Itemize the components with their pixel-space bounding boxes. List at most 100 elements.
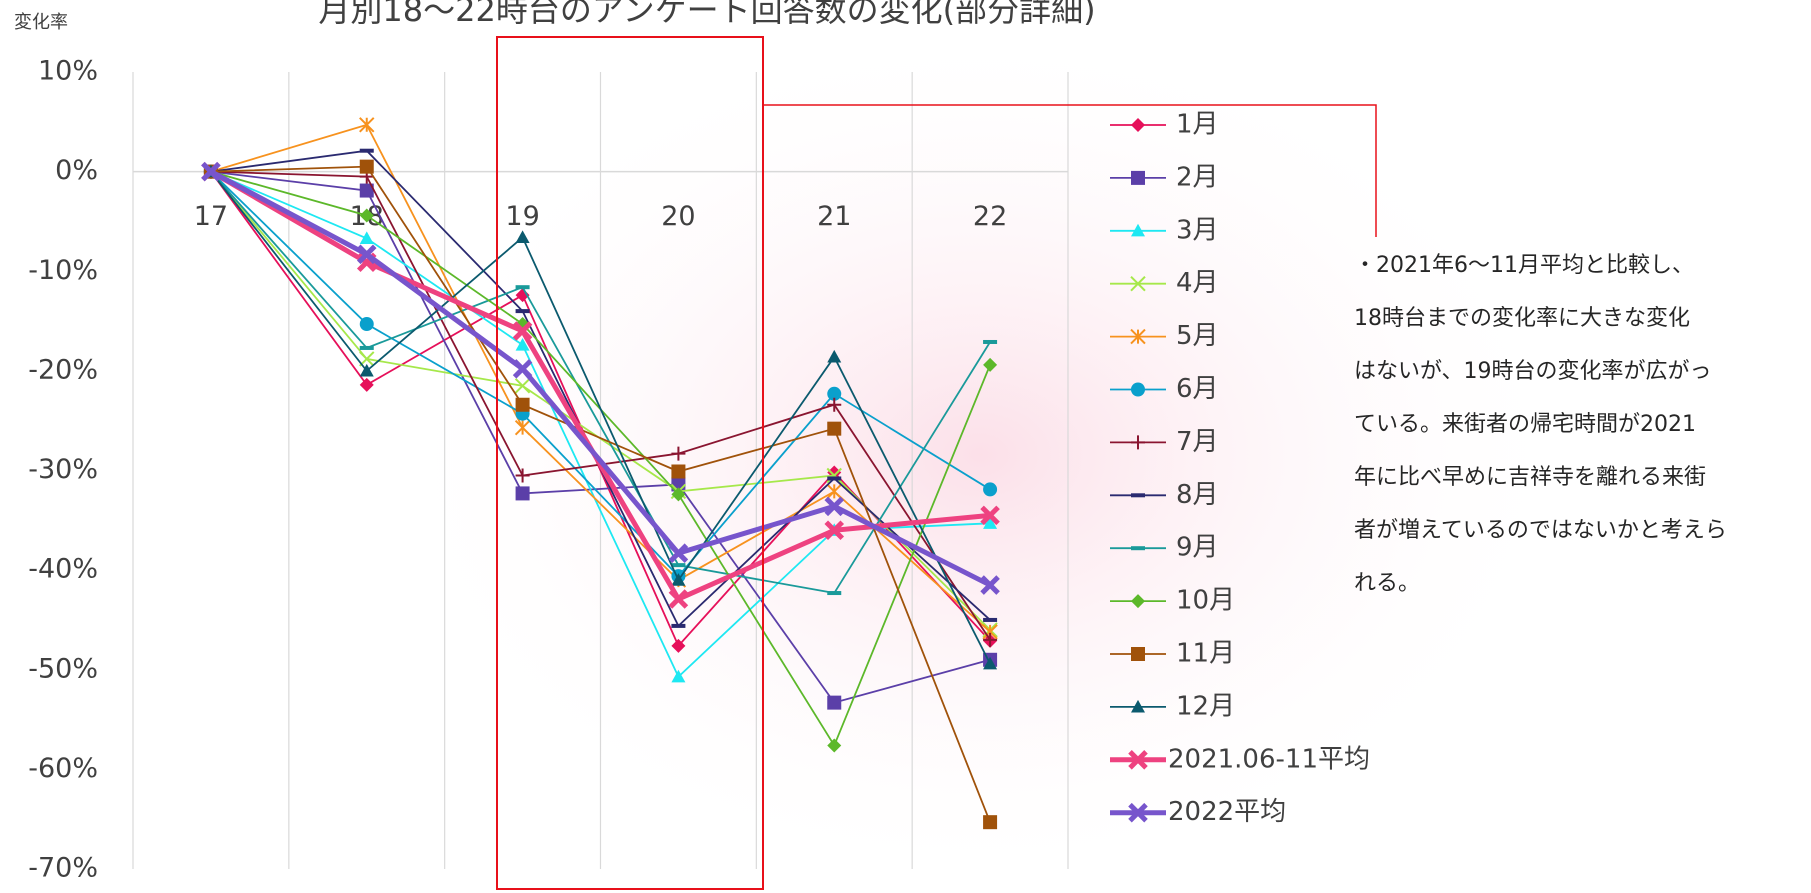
marker [983,617,998,622]
legend-label: 8月 [1176,480,1219,510]
legend-label: 10月 [1176,586,1235,616]
marker [1131,546,1145,551]
series-line [209,169,991,603]
legend-label: 9月 [1176,533,1219,563]
marker [827,421,842,436]
marker [359,183,374,198]
marker [1131,699,1145,713]
marker [827,349,842,363]
y-tick-label: -10% [28,255,98,286]
legend: 1月 2月 3月 4月 5月 6月 7月 8月 9月 10月 11月 12月 2021.06-11平均 2… [1110,110,1370,827]
callout-line [763,104,1377,237]
annotation-line: 年に比べ早めに吉祥寺を離れる来街 [1354,465,1706,490]
marker [515,309,530,314]
marker [1131,170,1145,185]
marker [1131,118,1145,132]
annotation-line: ている。来街者の帰宅時間が2021 [1354,412,1696,437]
y-tick-label: -60% [28,753,98,784]
chart-title: 月別18～22時台のアンケート回答数の変化(部分詳細) [318,0,1095,29]
legend-label: 5月 [1176,321,1219,351]
annotation-line: れる。 [1354,571,1420,596]
marker [826,483,842,500]
marker [827,386,842,401]
marker [359,231,374,244]
marker [515,468,530,483]
marker [671,669,686,683]
marker [356,244,377,265]
marker [671,446,686,461]
marker [1130,275,1146,292]
marker [827,695,842,710]
marker [671,464,686,479]
marker [671,623,686,628]
annotation-line: ・2021年6～11月平均と比較し、 [1354,253,1694,278]
marker [980,575,1000,595]
highlight-box [496,36,764,890]
marker [515,397,530,412]
marker [514,419,531,436]
legend-label: 3月 [1176,215,1219,245]
marker [512,359,533,379]
x-tick-label: 21 [817,201,851,232]
x-tick-label: 19 [505,201,539,232]
marker [1131,594,1145,609]
marker [1131,382,1145,397]
marker [983,357,998,372]
series [201,161,1000,595]
marker [980,505,1000,526]
plot: 10%0%-10%-20%-30%-40%-50%-60%-70%1718192… [28,56,1069,884]
marker [983,339,998,344]
marker [671,638,686,653]
marker [1128,802,1148,823]
marker [824,520,845,541]
marker [983,482,998,497]
marker [671,573,686,586]
marker [359,159,374,174]
marker [359,117,375,133]
series [203,164,998,670]
y-axis-label: 変化率 [14,12,68,33]
series-line [210,171,991,665]
marker [359,345,374,350]
y-tick-label: 10% [38,56,98,87]
marker [515,337,530,351]
marker [359,363,374,377]
series-line [210,170,991,704]
marker [983,632,998,647]
series-line [209,169,992,588]
marker [668,589,689,609]
y-tick-label: -20% [28,354,98,385]
marker [201,161,221,182]
legend-label: 4月 [1176,268,1219,298]
marker [827,591,842,596]
annotation: ・2021年6～11月平均と比較し、 18時台までの変化率に大きな変化はないが、1… [1354,253,1727,596]
marker [824,496,845,517]
marker [515,486,530,501]
marker [1131,493,1145,498]
annotation-line: 者が増えているのではないかと考えら [1354,518,1727,543]
marker [1131,647,1145,661]
series-line [210,165,991,823]
marker [515,285,530,290]
marker [359,208,374,223]
x-tick-label: 22 [973,201,1007,232]
x-tick-label: 20 [661,201,695,232]
y-tick-label: 0% [55,155,98,186]
series-line [210,171,991,595]
annotation-line: はないが、19時台の変化率が広がっ [1354,359,1712,384]
y-tick-label: -70% [28,853,98,884]
marker [1131,223,1145,237]
legend-label: 6月 [1176,374,1219,404]
highlight-glow [380,20,1580,890]
marker [668,543,689,563]
marker [359,317,374,332]
y-tick-label: -50% [28,653,98,684]
marker [983,815,998,830]
marker [515,230,530,243]
legend-label: 2021.06-11平均 [1168,744,1370,774]
marker [512,321,533,341]
legend-label: 2月 [1176,162,1219,192]
x-tick-label: 17 [194,201,228,232]
marker [671,563,686,568]
marker [827,738,842,753]
